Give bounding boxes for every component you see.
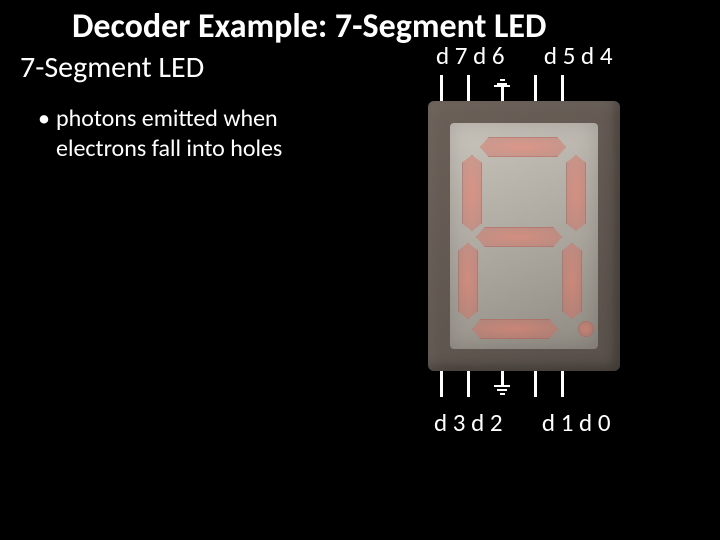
led-face	[450, 123, 598, 349]
pin-label-d2: d 2	[471, 407, 502, 438]
segment-b	[566, 155, 586, 231]
pin-top-5	[561, 75, 564, 101]
pin-top-1	[440, 75, 443, 101]
pin-label-d1: d 1	[542, 407, 573, 438]
top-pin-row	[428, 71, 700, 101]
pin-labels-top: d 7 d 6 d 5 d 4	[428, 40, 700, 71]
segment-a	[480, 137, 566, 157]
pin-bot-4	[534, 371, 537, 397]
pin-label-d0: d 0	[579, 407, 610, 438]
led-body	[428, 101, 620, 371]
pin-top-4	[534, 75, 537, 101]
bullet-marker: •	[38, 104, 56, 134]
segment-dp	[578, 321, 594, 337]
segment-g	[476, 227, 562, 247]
bullet-text: photons emitted when electrons fall into…	[56, 104, 282, 163]
pin-label-d3: d 3	[434, 407, 465, 438]
pin-bot-2	[467, 371, 470, 397]
bottom-pin-row	[428, 371, 700, 401]
ground-symbol-bottom	[494, 371, 510, 395]
pin-label-d4: d 4	[581, 40, 612, 71]
segment-d	[472, 319, 558, 339]
pin-bot-1	[440, 371, 443, 397]
pin-label-d5: d 5	[544, 40, 575, 71]
ground-symbol-top	[494, 77, 510, 101]
bullet-block: •photons emitted when electrons fall int…	[0, 86, 360, 164]
segment-f	[462, 155, 482, 231]
segment-e	[458, 243, 478, 319]
pin-label-d7: d 7	[436, 40, 467, 71]
pin-labels-bottom: d 3 d 2 d 1 d 0	[428, 401, 700, 438]
pin-bot-5	[561, 371, 564, 397]
pin-top-2	[467, 75, 470, 101]
segment-c	[562, 243, 582, 319]
led-diagram: d 7 d 6 d 5 d 4	[428, 40, 700, 438]
pin-label-d6: d 6	[473, 40, 504, 71]
